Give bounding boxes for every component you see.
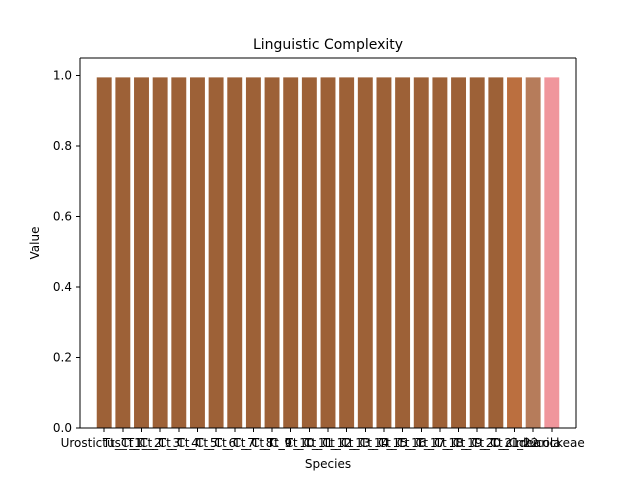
bar [152, 77, 168, 428]
x-tick-label: Tt_C_11 [285, 436, 334, 450]
y-tick-label: 0.8 [53, 139, 72, 153]
x-tick-label: Tt_C_12 [303, 436, 352, 450]
bar [544, 77, 560, 428]
y-tick-label: 0.4 [53, 280, 72, 294]
bar [320, 77, 336, 428]
bar [525, 77, 541, 428]
bar [413, 77, 429, 428]
x-tick-label: Tt_C_13 [322, 436, 371, 450]
x-tick-label: Tt_C_5 [176, 436, 217, 450]
x-tick-label: Tt_C_9 [251, 436, 292, 450]
x-axis-label: Species [305, 457, 351, 471]
bar [245, 77, 261, 428]
bar [357, 77, 373, 428]
y-tick-label: 1.0 [53, 69, 72, 83]
x-tick-label: Tt_C_20 [452, 436, 501, 450]
bar [115, 77, 131, 428]
bar [376, 77, 392, 428]
bar [96, 77, 112, 428]
x-tick-label: cirrhicola [506, 436, 561, 450]
bar [264, 77, 280, 428]
x-tick-label: Tt_C_21 [471, 436, 520, 450]
x-tick-label: Tt_C_6 [195, 436, 236, 450]
bar [227, 77, 243, 428]
bar [283, 77, 299, 428]
y-tick-label: 0.6 [53, 210, 72, 224]
x-tick-label: Tt_C_16 [378, 436, 427, 450]
x-tick-label: Tt_C_3 [139, 436, 180, 450]
x-tick-label: Tt_C_7 [214, 436, 255, 450]
bar [451, 77, 467, 428]
x-tick-label: Tt_C_8 [232, 436, 273, 450]
x-tick-label: Tt_C_10 [266, 436, 315, 450]
bar [507, 77, 522, 428]
x-tick-label: Tt_C_19 [434, 436, 483, 450]
bar [339, 77, 355, 428]
x-tick-label: Tt_C_14 [340, 436, 389, 450]
y-axis-label: Value [28, 227, 42, 260]
x-tick-label: Tt_C_15 [359, 436, 408, 450]
x-axis-ticks: Urostictus_T1_Tt_C_1Tt_C_2Tt_C_3Tt_C_4Tt… [61, 428, 585, 450]
bar [208, 77, 224, 428]
bar [488, 77, 504, 428]
x-tick-label: dearickeae [519, 436, 585, 450]
bar [395, 77, 411, 428]
x-tick-label: Tt_C_1 [102, 436, 143, 450]
x-tick-label: Tt_C_2 [120, 436, 161, 450]
bar [432, 77, 448, 428]
y-axis-ticks: 0.0 0.2 0.4 0.6 0.8 1.0 [53, 69, 80, 435]
x-tick-label: Tt_C_4 [158, 436, 199, 450]
x-tick-label: Urostictus_T1_ [61, 436, 149, 450]
chart-title: Linguistic Complexity [253, 37, 403, 53]
x-tick-label: Tt_C_18 [415, 436, 464, 450]
x-tick-label: Tt_C_22 [490, 436, 539, 450]
bar [301, 77, 317, 428]
bar [134, 77, 149, 428]
bar [171, 77, 187, 428]
y-tick-label: 0.0 [53, 421, 72, 435]
bars-group [96, 77, 560, 428]
bar [189, 77, 205, 428]
x-tick-label: Tt_C_17 [396, 436, 445, 450]
bar [469, 77, 485, 428]
y-tick-label: 0.2 [53, 351, 72, 365]
